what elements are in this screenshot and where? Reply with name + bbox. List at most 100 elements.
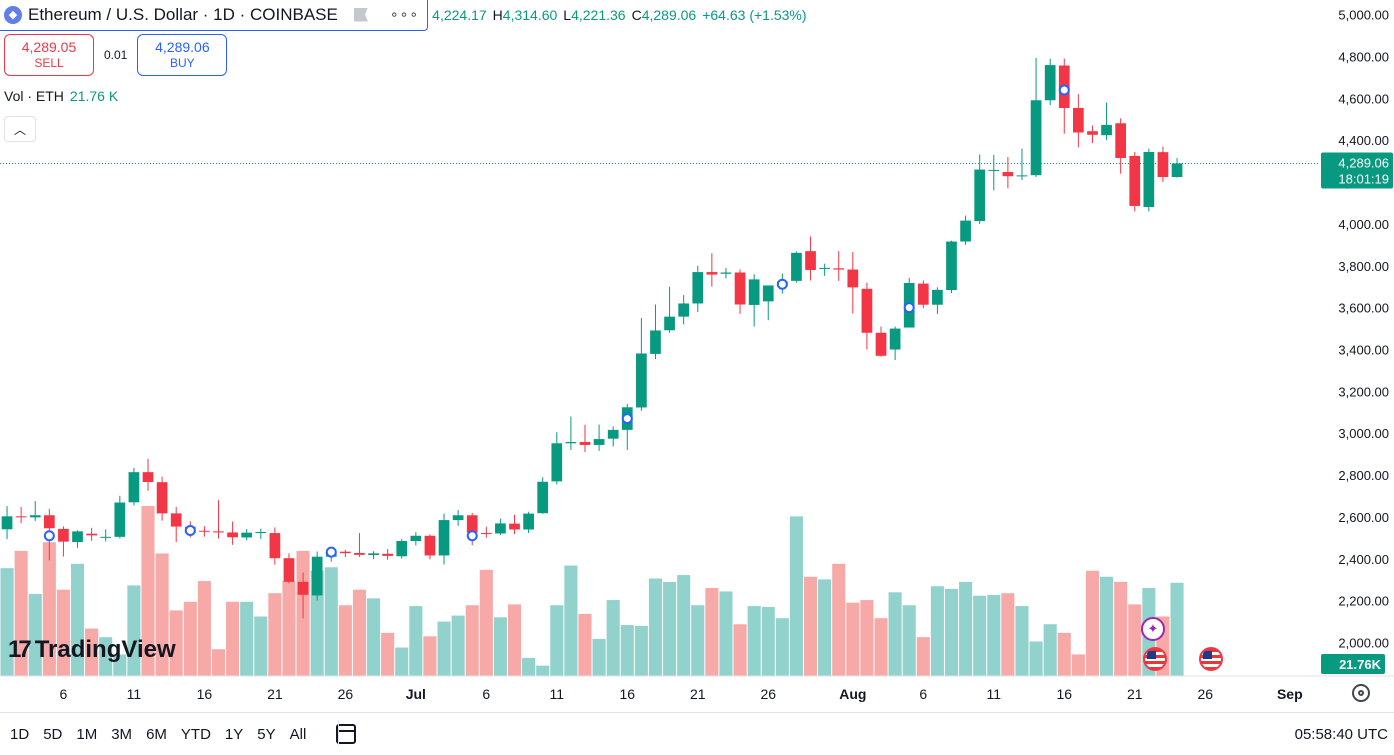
volume-bar: [507, 604, 522, 676]
calendar-icon[interactable]: [336, 724, 357, 744]
settings-icon[interactable]: [1352, 684, 1370, 702]
volume-bar: [691, 605, 705, 676]
volume-bar: [127, 585, 141, 676]
volume-bar: [634, 625, 648, 676]
volume-bar: [141, 506, 155, 676]
candle-body: [664, 316, 675, 331]
volume-bar: [973, 595, 987, 676]
candle-body: [607, 429, 619, 439]
candle-body: [128, 472, 140, 503]
flag-icon[interactable]: [353, 7, 368, 22]
spread-value: 0.01: [104, 48, 128, 62]
range-1d[interactable]: 1D: [10, 725, 30, 743]
volume-bar: [564, 565, 578, 676]
candle-body: [706, 272, 718, 275]
price-tick-label: 2,000.00: [1338, 636, 1389, 651]
sell-price: 4,289.05: [21, 39, 77, 55]
more-icon[interactable]: ∘∘∘: [389, 6, 420, 22]
candle-body: [1115, 123, 1127, 159]
range-5y[interactable]: 5Y: [257, 725, 276, 743]
volume-bar: [1015, 606, 1029, 676]
candle-body: [636, 353, 647, 408]
candle-body: [311, 556, 323, 596]
volume-bar: [465, 605, 479, 676]
ohlc-legend: 4,224.17 H4,314.60 L4,221.36 C4,289.06 +…: [432, 7, 806, 23]
volume-bar: [987, 594, 1001, 676]
price-chart[interactable]: 5,000.004,800.004,600.004,400.004,200.00…: [0, 0, 1394, 712]
price-tick-label: 5,000.00: [1338, 8, 1389, 23]
candle-body: [396, 541, 408, 557]
volume-bar: [536, 665, 550, 676]
candle-body: [241, 532, 253, 538]
candle-body: [988, 169, 1000, 171]
volume-bar: [367, 598, 381, 676]
range-6m[interactable]: 6M: [146, 725, 167, 743]
open-value: 4,224.17: [432, 7, 487, 23]
candle-body: [692, 272, 704, 304]
range-5d[interactable]: 5D: [43, 725, 63, 743]
volume-bar: [1128, 604, 1142, 676]
candle-body: [861, 288, 873, 333]
candle-body: [43, 515, 55, 529]
us-event-flag-icon[interactable]: [1199, 647, 1223, 671]
collapse-legend-button[interactable]: ︿: [4, 116, 36, 142]
range-1m[interactable]: 1M: [76, 725, 98, 743]
utc-clock[interactable]: 05:58:40 UTC: [1294, 725, 1388, 743]
candle-body: [509, 523, 520, 530]
candle-body: [932, 289, 943, 305]
volume-bar: [761, 606, 775, 676]
event-marker: [1058, 84, 1070, 96]
candle-body: [819, 267, 830, 269]
candle-body: [340, 551, 351, 554]
volume-bar: [338, 605, 352, 676]
symbol-selector[interactable]: ◆ Ethereum / U.S. Dollar · 1D · COINBASE…: [0, 0, 429, 31]
volume-bar: [493, 617, 507, 676]
price-tick-label: 2,200.00: [1338, 594, 1389, 609]
buy-button[interactable]: 4,289.06 BUY: [137, 34, 228, 76]
volume-bar: [578, 613, 592, 676]
volume-bar: [1001, 593, 1015, 676]
event-marker: [903, 302, 915, 314]
range-3m[interactable]: 3M: [111, 725, 133, 743]
candle-body: [466, 515, 478, 533]
us-event-flag-icon[interactable]: [1143, 647, 1167, 671]
price-scale: [1318, 0, 1394, 712]
volume-bar: [959, 581, 973, 676]
range-all[interactable]: All: [289, 725, 307, 743]
candle-body: [114, 502, 126, 537]
bottom-toolbar: 1D 5D 1M 3M 6M YTD 1Y 5Y All 05:58:40 UT…: [0, 712, 1394, 755]
change-value: +64.63 (+1.53%): [702, 7, 807, 23]
candle-body: [170, 513, 182, 527]
candle-body: [368, 553, 379, 556]
volume-bar: [254, 616, 268, 676]
candle-body: [847, 269, 859, 288]
sell-button[interactable]: 4,289.05 SELL: [4, 34, 94, 76]
volume-bar: [1029, 641, 1043, 676]
volume-bar: [592, 638, 606, 676]
candle-body: [283, 558, 295, 582]
range-1y[interactable]: 1Y: [224, 725, 244, 743]
candle-body: [1101, 124, 1112, 136]
price-tick-label: 4,000.00: [1338, 217, 1389, 232]
low-value: 4,221.36: [571, 7, 626, 23]
volume-bar: [0, 568, 14, 676]
sell-label: SELL: [34, 56, 64, 70]
time-tick-label: 26: [1197, 686, 1213, 702]
volume-bar: [409, 606, 423, 676]
symbol-title[interactable]: Ethereum / U.S. Dollar · 1D · COINBASE: [28, 4, 338, 24]
tradingview-logo[interactable]: 17 TradingView: [8, 636, 176, 664]
volume-bar: [648, 578, 663, 676]
candle-body: [1143, 151, 1155, 207]
candle-body: [227, 532, 238, 538]
ai-assistant-icon[interactable]: ✦: [1141, 617, 1165, 641]
candle-body: [523, 513, 534, 530]
volume-bar: [818, 579, 832, 676]
volume-legend[interactable]: Vol · ETH 21.76 K: [4, 88, 118, 104]
close-value: 4,289.06: [641, 7, 697, 23]
volume-bar: [70, 563, 85, 676]
volume-bar: [113, 654, 127, 676]
range-ytd[interactable]: YTD: [180, 725, 211, 743]
candle-body: [382, 553, 394, 556]
price-tick-label: 3,600.00: [1338, 301, 1389, 316]
volume-bar: [677, 575, 691, 676]
